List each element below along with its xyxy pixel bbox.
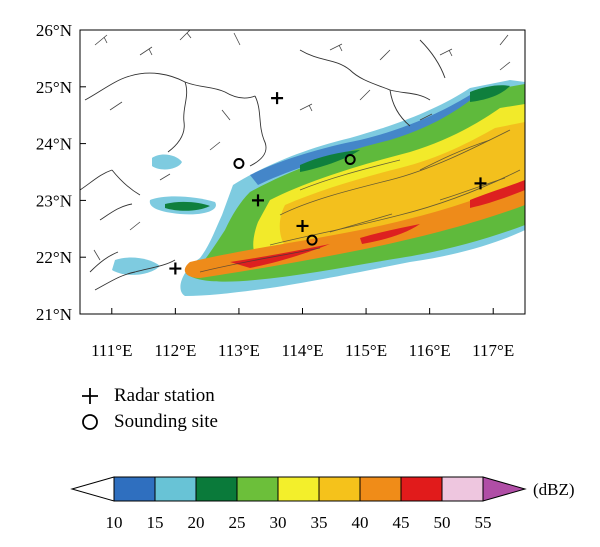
colorbar-unit: (dBZ) [533, 480, 575, 499]
lon-tick-label: 117°E [472, 341, 514, 360]
echo-45dbz-east [470, 180, 525, 208]
colorbar-low-extend [70, 476, 115, 502]
lon-tick-label: 114°E [281, 341, 323, 360]
lon-tick-label: 116°E [409, 341, 451, 360]
echo-40dbz [184, 180, 525, 278]
sounding-site-marker [233, 157, 245, 169]
colorbar-segment [318, 476, 361, 502]
lon-tick-label: 112°E [154, 341, 196, 360]
radar-station-marker [169, 262, 182, 275]
radar-station-marker [271, 92, 284, 105]
longitude-axis: 111°E 112°E 113°E 114°E 115°E 116°E 117°E [91, 308, 514, 360]
colorbar-tick-label: 35 [311, 513, 328, 532]
legend-sounding-entry: Sounding site [80, 411, 218, 433]
legend-radar-label: Radar station [114, 385, 215, 406]
radar-station-marker [474, 177, 487, 190]
sounding-site-markers [233, 154, 356, 246]
colorbar-segment [400, 476, 443, 502]
echo-45dbz-mid [360, 224, 420, 244]
echo-southwest-blob [112, 257, 160, 275]
sounding-site-marker [344, 154, 356, 166]
echo-20dbz-patch-a [300, 150, 360, 172]
coastline-boundaries [80, 39, 446, 291]
colorbar-tick-label: 20 [188, 513, 205, 532]
echo-contours [199, 129, 521, 273]
colorbar-segment [236, 476, 279, 502]
colorbar-tick-label: 50 [434, 513, 451, 532]
radar-station-marker [252, 194, 264, 207]
colorbar-tick-label: 55 [475, 513, 492, 532]
lat-tick-label: 22°N [36, 248, 72, 267]
lat-tick-label: 23°N [36, 191, 72, 210]
echo-north-blob [152, 154, 182, 170]
colorbar-segment [359, 476, 402, 502]
lon-tick-label: 111°E [91, 341, 132, 360]
colorbar-segment [154, 476, 197, 502]
lon-tick-label: 113°E [218, 341, 260, 360]
colorbar-tick-label: 25 [229, 513, 246, 532]
legend-sounding-label: Sounding site [114, 411, 218, 432]
colorbar: 10 15 20 25 30 35 40 45 50 55 (dBZ) [70, 476, 575, 532]
legend-radar-entry: Radar station [80, 385, 215, 407]
lat-tick-label: 26°N [36, 21, 72, 40]
colorbar-tick-label: 40 [352, 513, 369, 532]
echo-20dbz-patch-b [470, 85, 510, 102]
radar-echo-field [112, 80, 525, 296]
colorbar-segment [195, 476, 238, 502]
lat-tick-label: 25°N [36, 78, 72, 97]
colorbar-segment [277, 476, 320, 502]
radar-station-markers [169, 92, 487, 275]
lat-tick-label: 21°N [36, 305, 72, 324]
latitude-axis: 26°N 25°N 24°N 23°N 22°N 21°N [36, 21, 86, 324]
plus-icon [80, 386, 100, 406]
wind-barbs [93, 30, 511, 261]
echo-20dbz-patch-c [165, 201, 210, 211]
lat-tick-label: 24°N [36, 135, 72, 154]
sounding-site-marker [306, 234, 318, 246]
colorbar-tick-label: 45 [393, 513, 410, 532]
echo-45dbz [230, 244, 330, 268]
colorbar-tick-label: 30 [270, 513, 287, 532]
radar-station-marker [296, 219, 309, 232]
colorbar-high-extend [482, 476, 527, 502]
colorbar-segment [113, 476, 156, 502]
colorbar-tick-label: 15 [147, 513, 164, 532]
circle-icon [80, 412, 100, 432]
colorbar-segment [441, 476, 484, 502]
echo-35dbz [279, 122, 525, 246]
lon-tick-label: 115°E [345, 341, 387, 360]
colorbar-tick-label: 10 [106, 513, 123, 532]
